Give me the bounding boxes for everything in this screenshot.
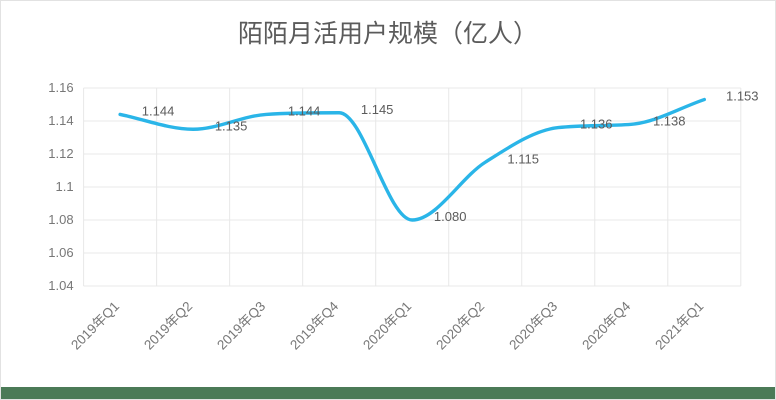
svg-text:2019年Q4: 2019年Q4 xyxy=(287,298,341,352)
svg-text:1.06: 1.06 xyxy=(48,245,73,260)
svg-text:1.115: 1.115 xyxy=(507,151,539,166)
svg-text:1.080: 1.080 xyxy=(434,209,467,224)
svg-text:1.136: 1.136 xyxy=(580,117,613,132)
svg-text:2019年Q1: 2019年Q1 xyxy=(68,299,122,353)
svg-text:2019年Q2: 2019年Q2 xyxy=(141,299,195,353)
svg-text:1.135: 1.135 xyxy=(215,118,248,133)
svg-text:2020年Q3: 2020年Q3 xyxy=(506,299,560,353)
svg-text:2019年Q3: 2019年Q3 xyxy=(214,299,268,353)
svg-text:2020年Q2: 2020年Q2 xyxy=(433,299,487,353)
svg-text:1.16: 1.16 xyxy=(48,80,73,95)
svg-text:1.12: 1.12 xyxy=(48,146,73,161)
svg-text:1.08: 1.08 xyxy=(48,212,73,227)
svg-text:2021年Q1: 2021年Q1 xyxy=(652,299,706,353)
svg-text:2020年Q1: 2020年Q1 xyxy=(360,299,414,353)
svg-text:1.144: 1.144 xyxy=(142,103,175,118)
svg-text:1.145: 1.145 xyxy=(361,102,394,117)
svg-text:1.138: 1.138 xyxy=(653,113,686,128)
svg-text:1.144: 1.144 xyxy=(288,103,321,118)
svg-text:1.153: 1.153 xyxy=(726,89,759,104)
svg-text:1.04: 1.04 xyxy=(48,278,73,293)
svg-text:2020年Q4: 2020年Q4 xyxy=(579,298,633,352)
svg-text:1.14: 1.14 xyxy=(48,113,73,128)
svg-text:1.1: 1.1 xyxy=(56,179,74,194)
